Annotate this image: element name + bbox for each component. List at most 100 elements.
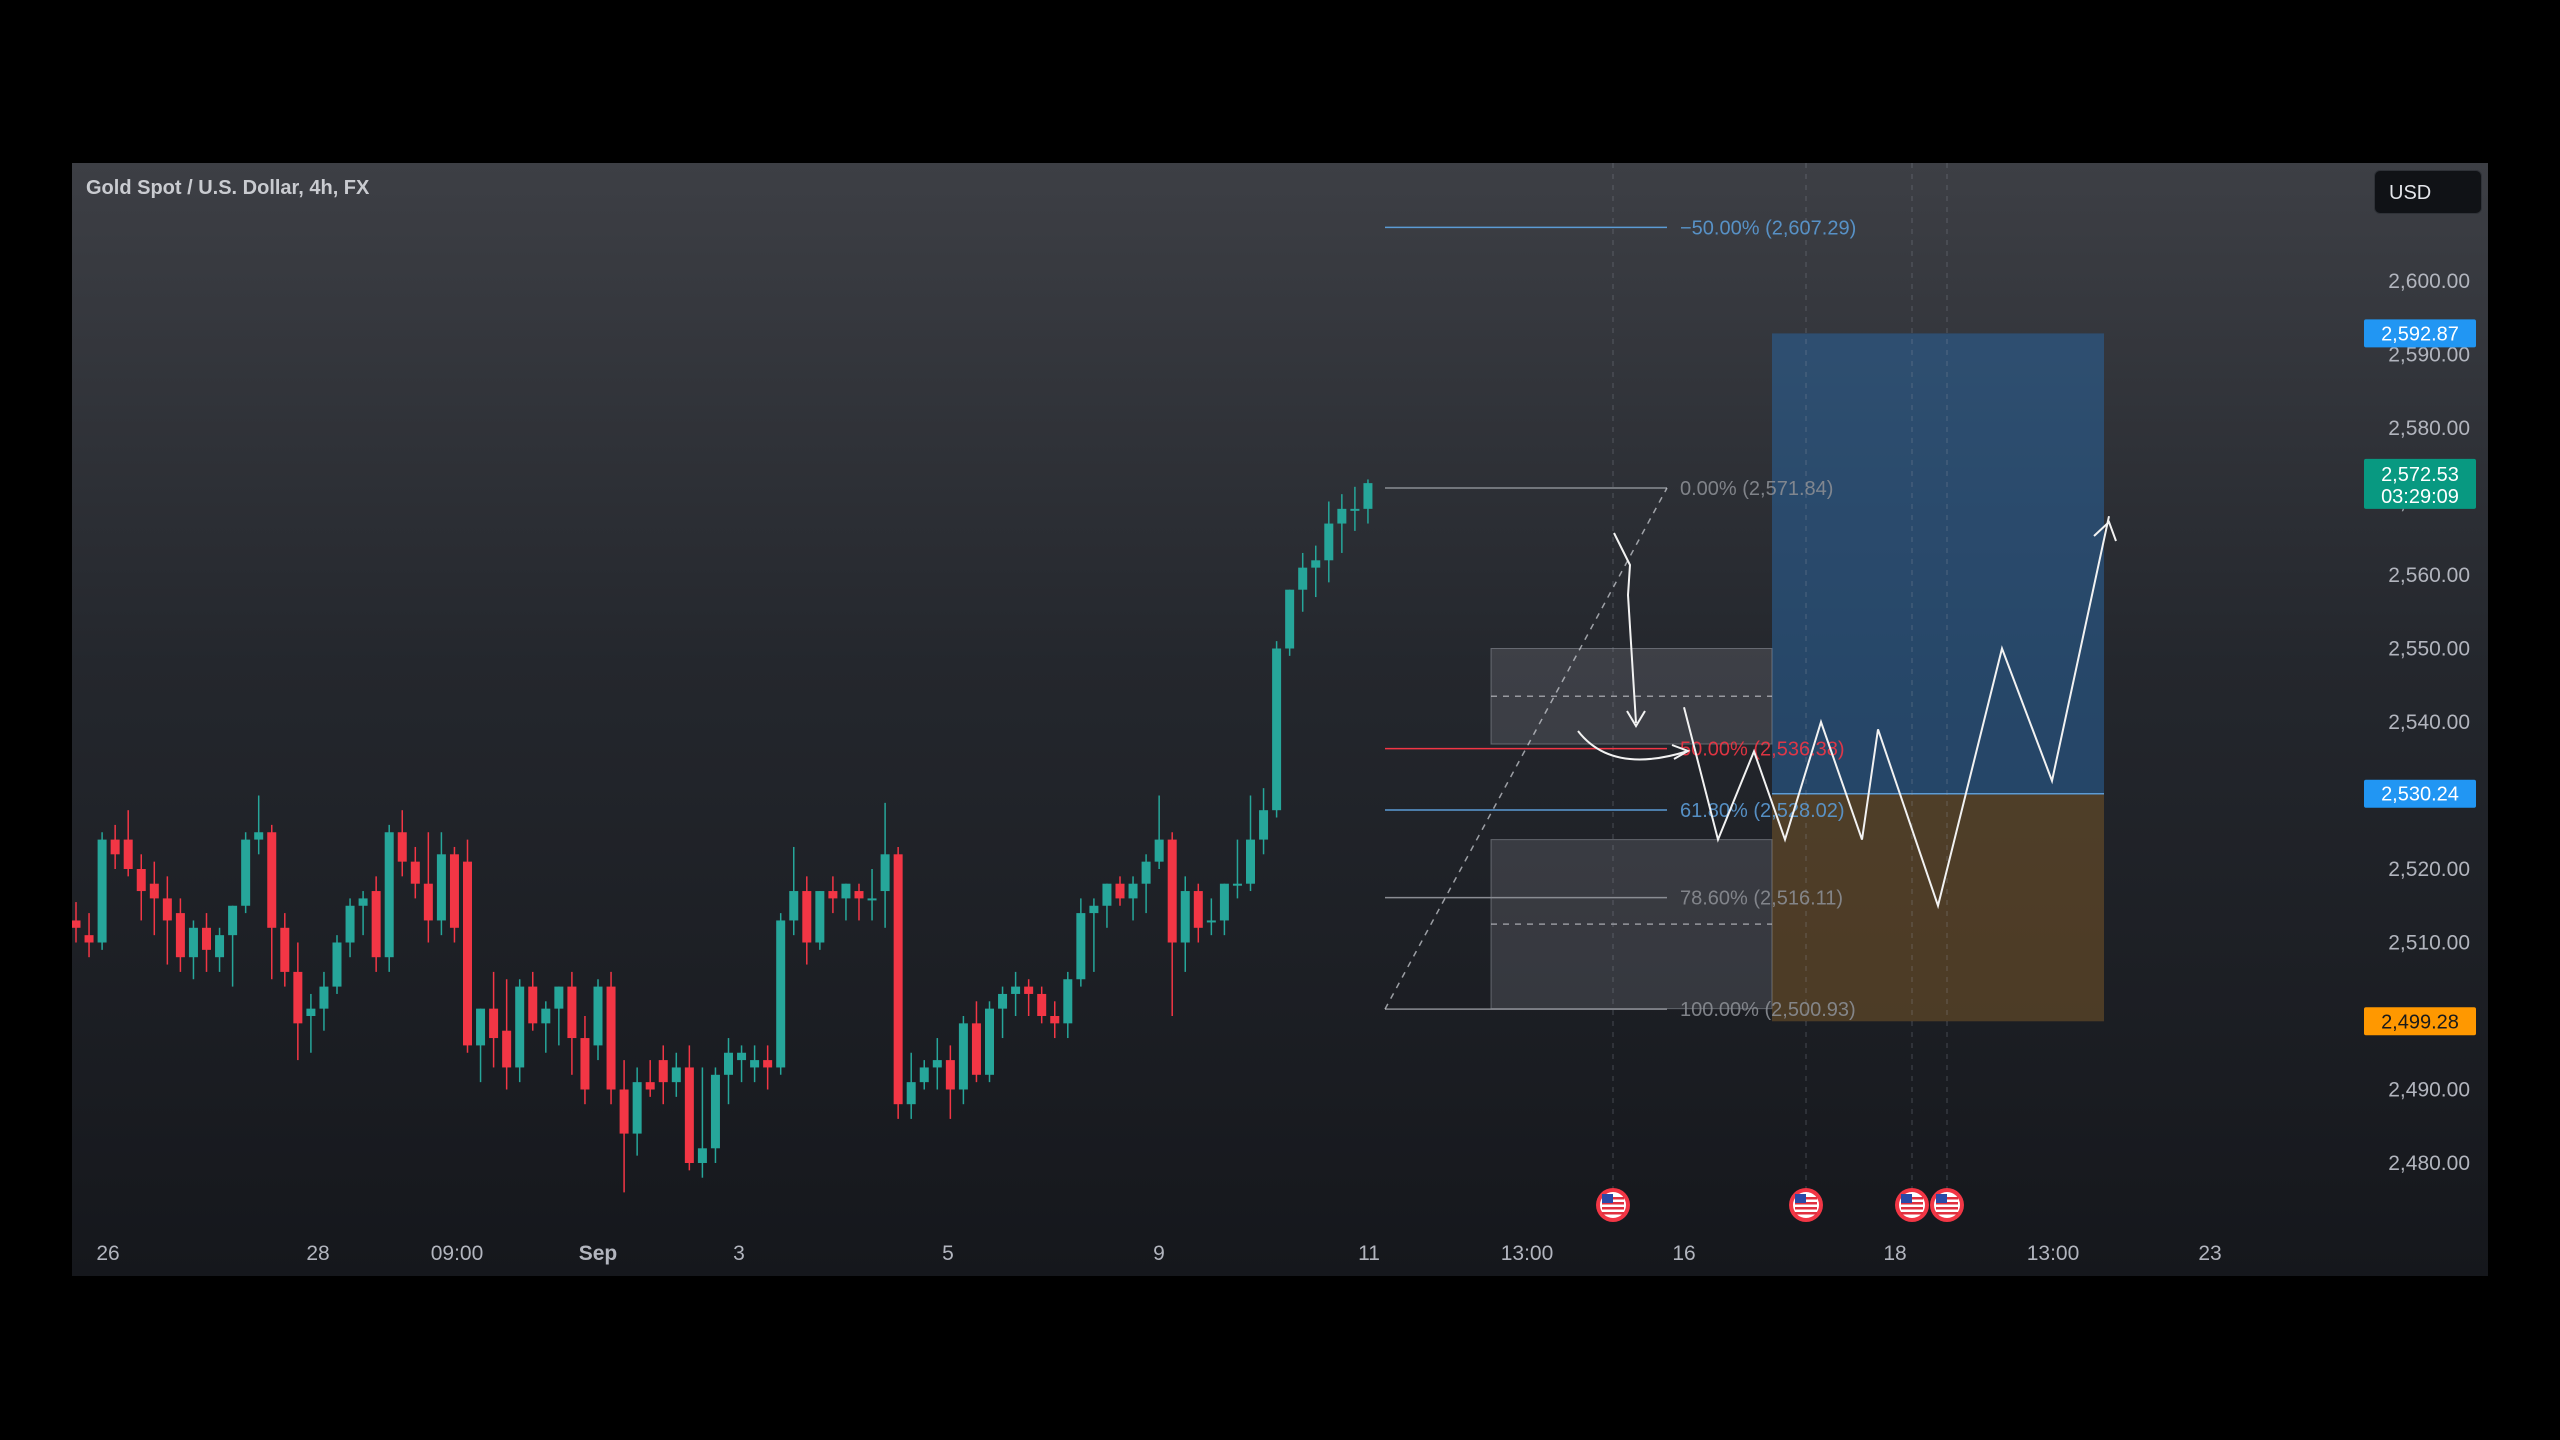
candle-body (1154, 839, 1164, 862)
projection-arrow-down (1613, 532, 1637, 724)
price-label-bg (2364, 319, 2476, 348)
x-axis-tick-label: Sep (579, 1242, 618, 1265)
candle-body (1350, 508, 1360, 511)
x-axis-tick-label: 5 (942, 1242, 954, 1265)
candle-body (410, 861, 420, 884)
candle-body (841, 883, 851, 899)
candle-body (815, 891, 825, 943)
fib-level-label: −50.00% (2,607.29) (1680, 217, 1856, 239)
candle-body (645, 1082, 655, 1090)
candle-body (332, 942, 342, 987)
candle-body (502, 1030, 512, 1068)
candle-body (632, 1082, 642, 1134)
candle-body (1219, 883, 1229, 921)
y-axis-tick-label: 2,590.00 (2388, 344, 2470, 367)
x-axis-tick-label: 26 (96, 1242, 119, 1265)
us-event-flag-icon (1789, 1188, 1823, 1222)
candle-body (384, 832, 394, 958)
x-axis-tick-label: 09:00 (431, 1242, 484, 1265)
candle-body (1115, 883, 1125, 899)
x-axis-tick-label: 9 (1153, 1242, 1165, 1265)
candle-body (1193, 891, 1203, 928)
candle-body (593, 986, 603, 1046)
candle-body (175, 913, 185, 958)
candle-body (658, 1060, 668, 1083)
candle-body (906, 1082, 916, 1105)
chart-title: Gold Spot / U.S. Dollar, 4h, FX (86, 177, 370, 199)
candle-body (828, 891, 838, 899)
arrowhead (1626, 710, 1646, 728)
candle-body (476, 1008, 486, 1046)
candle-body (345, 905, 355, 943)
target-zone (1772, 333, 2104, 794)
candle-body (541, 1008, 551, 1024)
current-price-tag (2364, 458, 2476, 509)
price-label: 2,530.24 (2381, 784, 2459, 806)
candle-body (737, 1052, 747, 1061)
candle-body (580, 1038, 590, 1090)
y-axis-tick-label: 2,600.00 (2388, 270, 2470, 293)
candle-body (1206, 920, 1216, 923)
candle-body (867, 898, 877, 901)
candle-body (149, 883, 159, 899)
candle-body (72, 920, 81, 928)
x-axis-tick-label: 23 (2198, 1242, 2221, 1265)
candle-body (1298, 567, 1308, 590)
y-axis-tick-label: 2,540.00 (2388, 711, 2470, 734)
candle-body (528, 986, 538, 1024)
candle-body (1180, 891, 1190, 943)
candle-body (397, 832, 407, 862)
candle-body (293, 971, 303, 1024)
chart-plot[interactable]: −50.00% (2,607.29) 0.00% (2,571.84) 50.00%… (72, 163, 2488, 1276)
candle-body (423, 883, 433, 921)
candle-body (945, 1060, 955, 1090)
price-label-bg (2364, 1007, 2476, 1036)
candle-body (280, 927, 290, 972)
zone-box (1490, 839, 1773, 1010)
candle-body (606, 986, 616, 1090)
x-axis-tick-label: 16 (1672, 1242, 1695, 1265)
candle-body (123, 839, 133, 869)
candle-body (684, 1067, 694, 1163)
x-axis-tick-label: 28 (306, 1242, 329, 1265)
x-axis-tick-label: 11 (1358, 1242, 1380, 1265)
candle-body (136, 869, 146, 892)
x-axis-tick-label: 13:00 (1501, 1242, 1554, 1265)
candle-body (1285, 589, 1295, 649)
candle-body (267, 832, 277, 928)
candle-body (1037, 993, 1047, 1016)
candle-body (1232, 883, 1242, 886)
fib-level-label: 50.00% (2,536.38) (1680, 739, 1845, 761)
candle-body (449, 854, 459, 928)
candle-body (893, 854, 903, 1105)
candle-body (880, 854, 890, 892)
current-price-label: 2,572.53 (2381, 464, 2459, 486)
candle-body (241, 839, 251, 906)
candle-body (489, 1008, 499, 1039)
candle-body (854, 891, 864, 899)
y-axis-tick-label: 2,520.00 (2388, 858, 2470, 881)
chart-frame[interactable]: −50.00% (2,607.29) 0.00% (2,571.84) 50.00%… (72, 163, 2488, 1276)
y-axis-tick-label: 2,490.00 (2388, 1079, 2470, 1102)
candle-body (1050, 1016, 1060, 1024)
candle-body (515, 986, 525, 1068)
candle-body (1167, 839, 1177, 943)
candle-body (1063, 979, 1073, 1024)
currency-button[interactable]: USD (2374, 170, 2482, 214)
candle-body (1076, 913, 1086, 980)
candle-body (802, 891, 812, 943)
candle-body (971, 1023, 981, 1075)
fib-level-label: 61.80% (2,528.02) (1680, 800, 1845, 822)
candle-body (776, 920, 786, 1068)
candle-body (789, 891, 799, 921)
candle-body (671, 1067, 681, 1083)
candle-body (932, 1060, 942, 1068)
candle-body (254, 832, 264, 840)
candle-body (215, 935, 225, 958)
candle-body (188, 927, 198, 958)
y-axis-tick-label: 2,480.00 (2388, 1152, 2470, 1175)
us-event-flag-icon (1930, 1188, 1964, 1222)
candle-body (1324, 523, 1334, 561)
fib-trend-line (1384, 487, 1668, 1010)
projection-zigzag (1683, 515, 2110, 910)
